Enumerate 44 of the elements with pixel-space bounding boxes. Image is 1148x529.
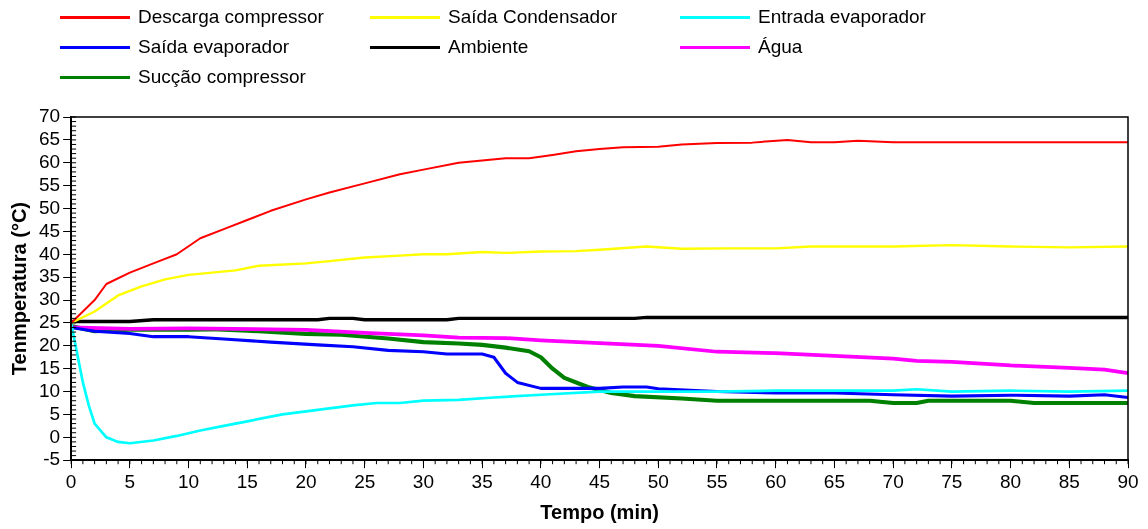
x-tick-label: 75 [941,470,963,492]
y-tick-label: 60 [38,150,61,172]
y-tick-label: 50 [38,196,61,218]
y-tick-label: 55 [38,173,61,195]
legend-label: Saída Condensador [448,6,618,28]
y-tick-label: 0 [49,425,61,447]
x-tick-label: 80 [1000,470,1022,492]
x-tick-label: 20 [295,470,317,492]
y-tick-label: 5 [49,402,61,424]
x-tick-label: 65 [823,470,845,492]
x-tick-label: 5 [124,470,136,492]
y-tick-label: 30 [38,288,61,310]
x-tick-label: 40 [530,470,552,492]
legend-label: Ambiente [448,36,529,58]
y-tick-label: 70 [38,105,61,127]
x-tick-label: 30 [412,470,434,492]
y-tick-label: 10 [38,379,61,401]
x-tick-label: 0 [65,470,77,492]
x-tick-label: 90 [1117,470,1139,492]
y-axis-title: Tenmperatura (°C) [7,202,30,376]
legend-label: Saída evaporador [138,36,290,58]
legend-label: Sucção compressor [138,66,306,88]
legend-label: Água [758,36,803,58]
x-tick-label: 45 [589,470,611,492]
y-tick-label: 20 [38,334,61,356]
y-tick-label: -5 [43,448,61,470]
x-tick-label: 25 [354,470,376,492]
x-tick-label: 10 [177,470,200,492]
y-tick-label: 35 [38,265,61,287]
x-tick-label: 35 [471,470,493,492]
x-tick-label: 60 [765,470,787,492]
x-tick-label: 85 [1058,470,1080,492]
y-tick-label: 40 [38,242,61,264]
y-tick-label: 45 [38,219,61,241]
legend-label: Entrada evaporador [758,6,926,28]
y-tick-label: 25 [38,311,61,333]
x-tick-label: 50 [647,470,669,492]
legend-label: Descarga compressor [138,6,324,28]
x-tick-label: 55 [706,470,728,492]
x-tick-label: 15 [236,470,258,492]
y-tick-label: 15 [38,356,61,378]
x-tick-label: 70 [882,470,904,492]
x-axis-title: Tempo (min) [540,500,659,523]
y-tick-label: 65 [38,128,61,150]
